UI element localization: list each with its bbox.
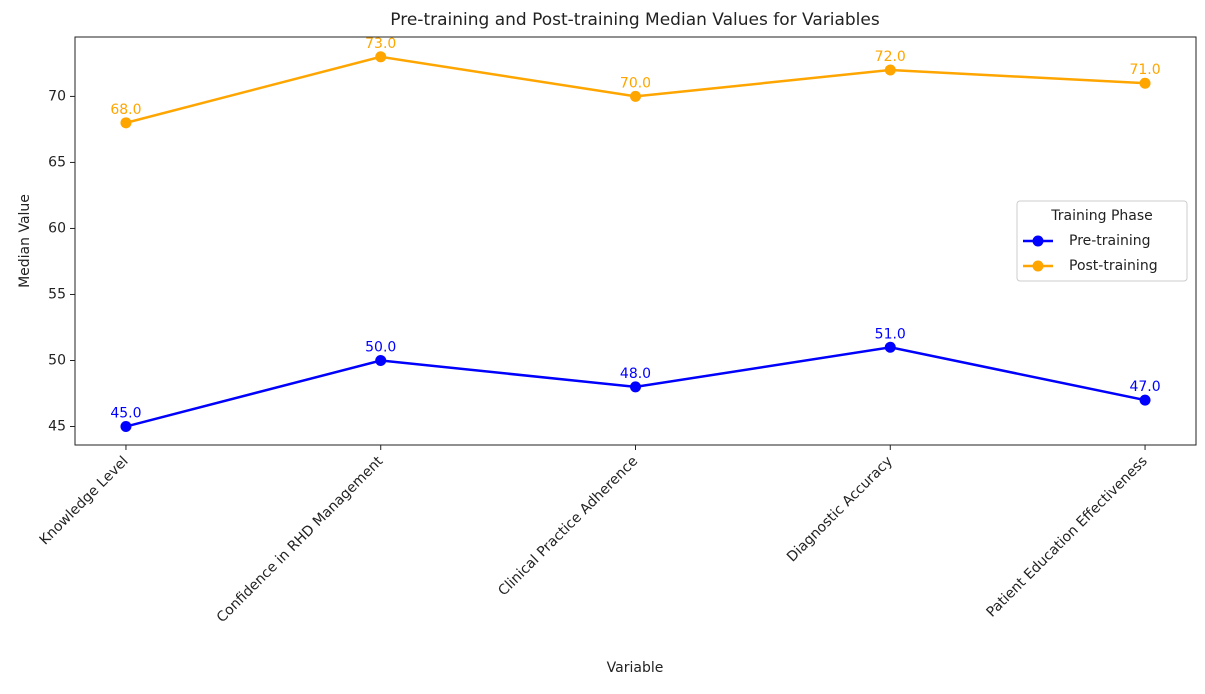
y-tick-label: 60 bbox=[48, 220, 66, 236]
data-point bbox=[1139, 77, 1151, 89]
data-point bbox=[375, 51, 387, 63]
data-point bbox=[630, 90, 641, 102]
data-point bbox=[884, 341, 896, 353]
legend-marker bbox=[1032, 235, 1044, 247]
data-label: 68.0 bbox=[110, 102, 141, 118]
data-point bbox=[630, 381, 641, 393]
x-tick-label: Diagnostic Accuracy bbox=[784, 453, 896, 565]
y-tick-label: 70 bbox=[48, 88, 66, 104]
data-label: 47.0 bbox=[1129, 379, 1160, 395]
data-label: 70.0 bbox=[620, 75, 651, 91]
y-tick-label: 45 bbox=[48, 419, 66, 435]
data-label: 73.0 bbox=[365, 36, 396, 52]
data-label: 71.0 bbox=[1129, 62, 1160, 78]
data-label: 72.0 bbox=[875, 49, 906, 65]
data-point bbox=[1139, 394, 1151, 406]
y-tick-label: 55 bbox=[48, 286, 66, 302]
legend-marker bbox=[1032, 260, 1044, 272]
x-tick-label: Patient Education Effectiveness bbox=[983, 453, 1150, 620]
chart-title: Pre-training and Post-training Median Va… bbox=[390, 10, 880, 30]
x-tick-label: Knowledge Level bbox=[37, 453, 132, 548]
legend-title: Training Phase bbox=[1050, 208, 1153, 224]
legend-label: Pre-training bbox=[1069, 233, 1151, 249]
data-point bbox=[375, 354, 387, 366]
data-label: 51.0 bbox=[875, 326, 906, 342]
data-label: 48.0 bbox=[620, 366, 651, 382]
legend-label: Post-training bbox=[1069, 258, 1158, 274]
y-tick-label: 65 bbox=[48, 154, 66, 170]
x-axis-label: Variable bbox=[607, 660, 664, 676]
y-tick-label: 50 bbox=[48, 352, 66, 368]
data-point bbox=[884, 64, 896, 76]
x-tick-label: Clinical Practice Adherence bbox=[495, 453, 641, 599]
legend-box bbox=[1016, 200, 1188, 282]
data-point bbox=[120, 421, 132, 433]
y-axis-label: Median Value bbox=[17, 194, 33, 288]
x-tick-label: Confidence in RHD Management bbox=[214, 453, 387, 626]
data-label: 45.0 bbox=[110, 406, 141, 422]
data-point bbox=[120, 117, 132, 129]
data-label: 50.0 bbox=[365, 339, 396, 355]
